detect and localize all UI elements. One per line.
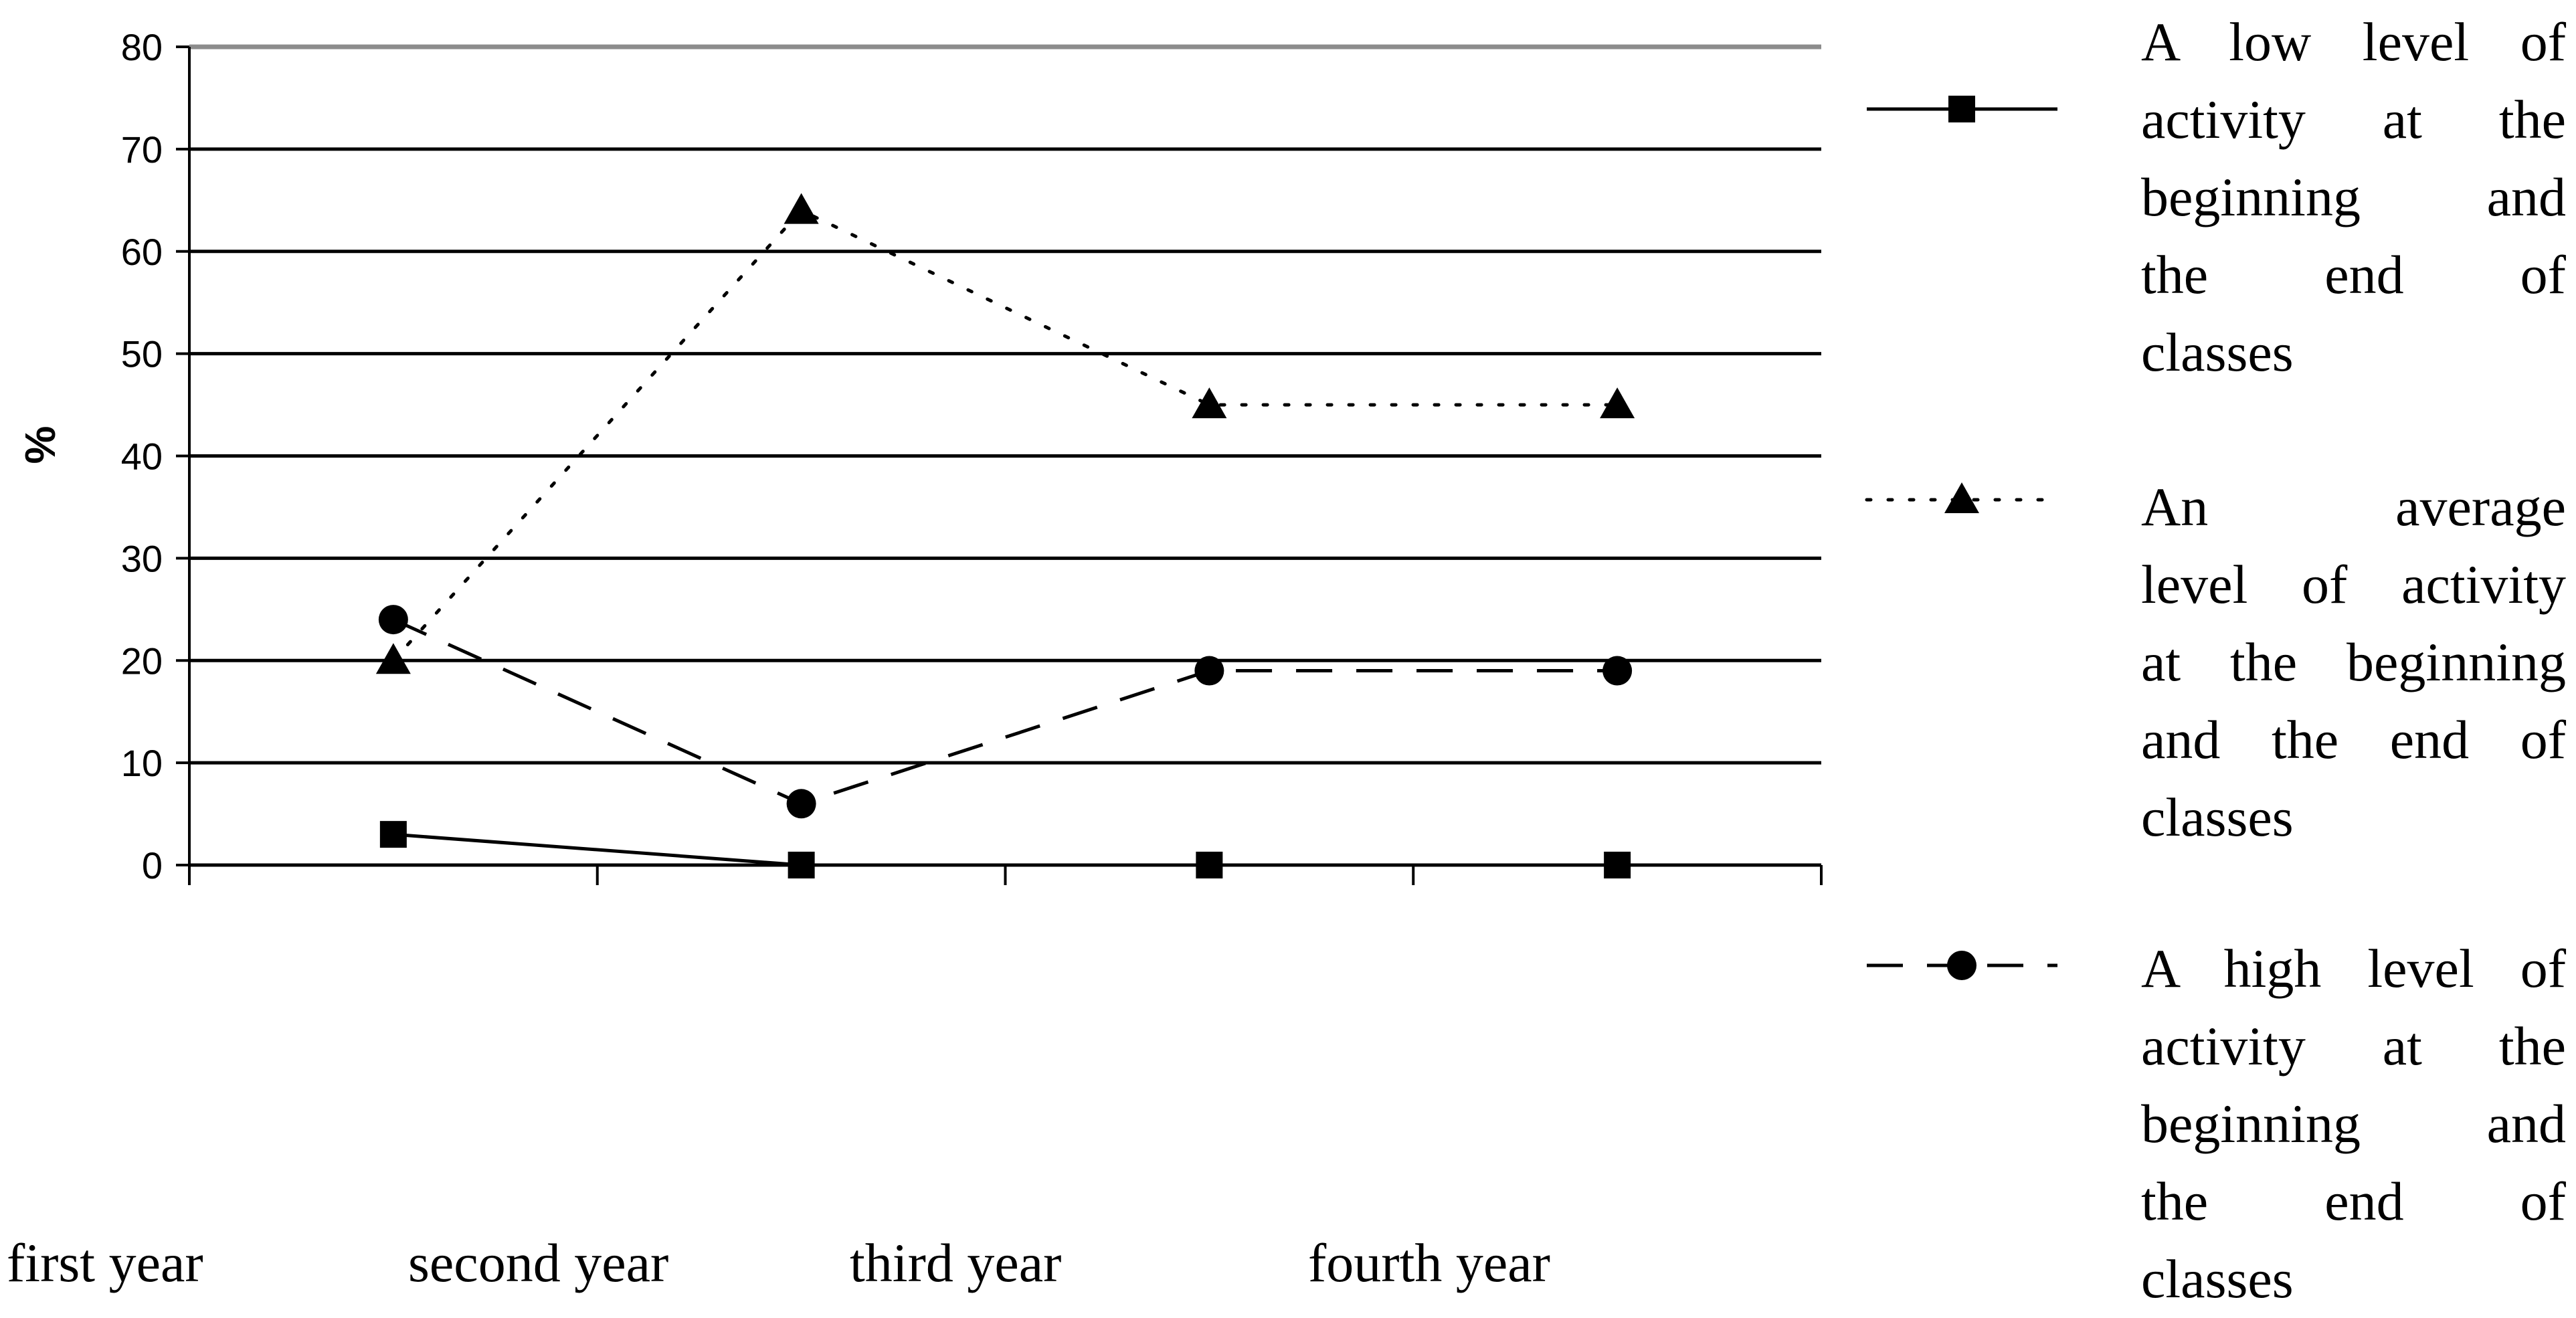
data-point-square xyxy=(1196,852,1223,878)
gridlines xyxy=(189,44,1821,867)
data-point-circle xyxy=(378,605,408,635)
legend-label-line: A high level of xyxy=(2141,938,2566,999)
data-point-triangle xyxy=(1192,387,1227,419)
legend-label-line: level of activity xyxy=(2141,554,2566,615)
data-point-circle xyxy=(1194,656,1224,686)
legend-marker-circle xyxy=(1947,951,1976,980)
y-axis-label: % xyxy=(16,426,64,464)
series-line xyxy=(393,832,1618,867)
series-line xyxy=(392,618,1618,806)
legend-label-line: classes xyxy=(2141,322,2294,383)
y-tick-label: 20 xyxy=(121,640,163,682)
legend-entry-label: An average level of activity at the beginn… xyxy=(2141,468,2566,856)
legend-label-line: the end of xyxy=(2141,244,2566,305)
data-point-triangle xyxy=(1600,387,1635,419)
data-point-square xyxy=(379,821,407,848)
y-tick-label: 80 xyxy=(121,26,163,68)
legend-label-line: the end of xyxy=(2141,1171,2566,1232)
data-point-circle xyxy=(786,789,816,819)
axes: 0 10 20 30 40 50 60 70 80 first year second year th… xyxy=(7,26,1823,1293)
legend-label-line: and the end of xyxy=(2141,709,2566,770)
y-tick-label: 10 xyxy=(121,742,163,784)
series-line xyxy=(391,208,1619,662)
x-tick-label: fourth year xyxy=(1308,1232,1550,1293)
y-tick-label: 50 xyxy=(121,333,163,375)
legend-label-line: beginning and xyxy=(2141,1093,2566,1154)
series-2 xyxy=(375,193,1635,674)
legend-label-line: classes xyxy=(2141,787,2294,848)
data-point-square xyxy=(788,852,815,878)
y-tick-label: 40 xyxy=(121,436,163,478)
legend-label-line: beginning and xyxy=(2141,167,2566,227)
legend-marker-triangle xyxy=(1944,482,1979,513)
x-tick-label: second year xyxy=(408,1232,668,1293)
series-3 xyxy=(378,605,1633,819)
legend-label-line: activity at the xyxy=(2141,89,2566,150)
y-tick-label: 30 xyxy=(121,537,163,579)
data-point-triangle xyxy=(784,193,819,224)
legend-entry-label: A high level of activity at the beginning … xyxy=(2141,930,2566,1318)
legend-label-line: A low level of xyxy=(2141,11,2566,72)
data-point-circle xyxy=(1602,656,1633,686)
y-tick-label: 0 xyxy=(142,844,163,886)
x-tick-label: third year xyxy=(850,1232,1061,1293)
legend-label-line: at the beginning xyxy=(2141,632,2566,692)
y-tick-label: 70 xyxy=(121,128,163,171)
data-point-triangle xyxy=(375,643,411,674)
series-1 xyxy=(379,821,1631,878)
legend-marker-square xyxy=(1948,96,1975,122)
legend-label-line: An average xyxy=(2141,476,2566,537)
legend xyxy=(1865,96,2059,980)
series xyxy=(375,193,1635,878)
legend-entry-label: A low level of activity at the beginning a… xyxy=(2141,3,2566,391)
legend-label-line: classes xyxy=(2141,1248,2294,1309)
legend-label-line: activity at the xyxy=(2141,1016,2566,1076)
y-tick-label: 60 xyxy=(121,231,163,273)
x-tick-label: first year xyxy=(7,1232,203,1293)
data-point-square xyxy=(1604,852,1631,878)
